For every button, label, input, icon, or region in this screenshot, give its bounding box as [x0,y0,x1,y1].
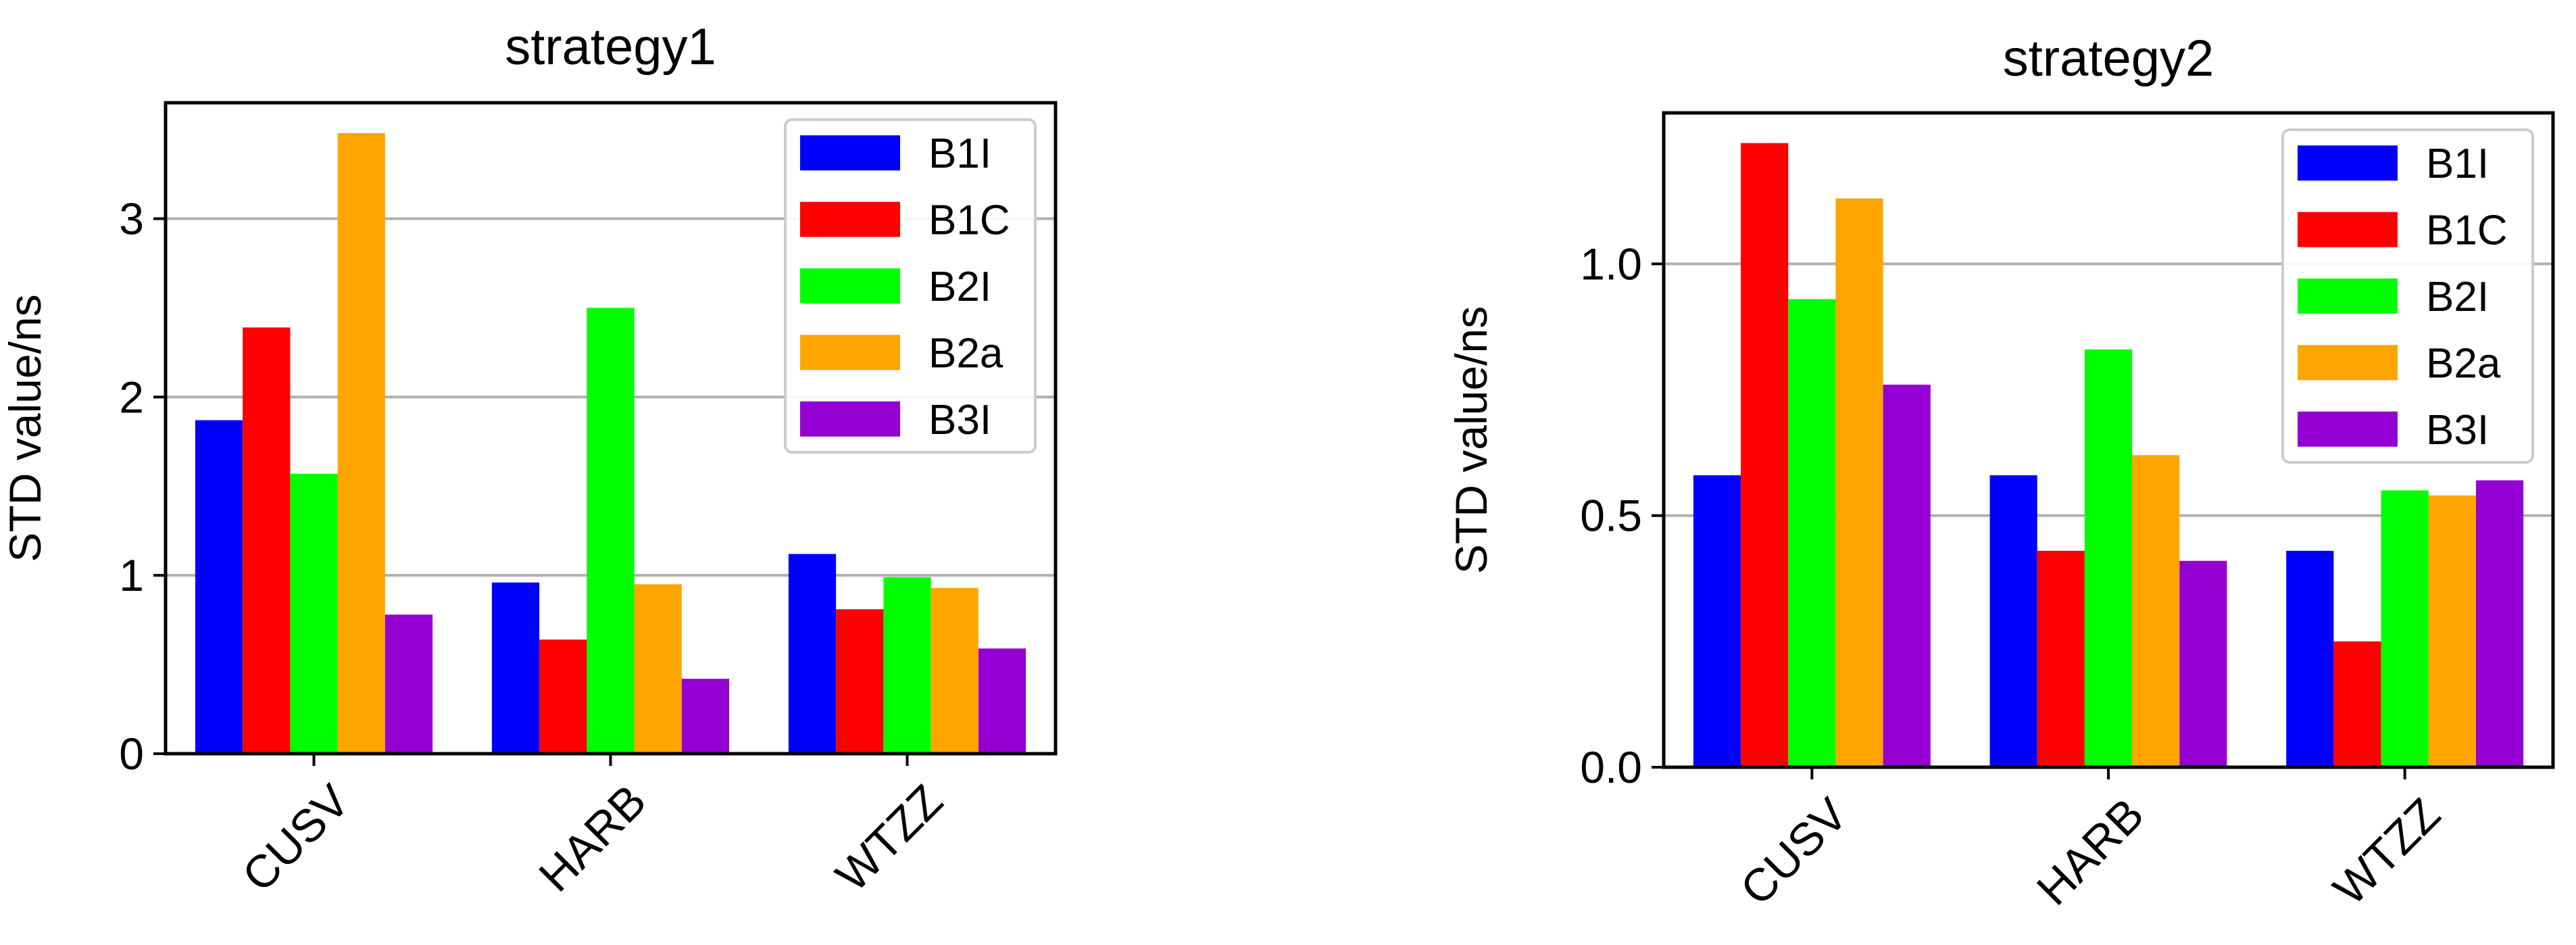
bar-B2a-CUSV [1835,198,1883,768]
bar-B1C-HARB [539,639,587,754]
bar-B3I-WTZZ [978,648,1026,754]
chart-strategy2: 0.00.51.0 CUSV HARB WTZZ strategy2 STD val… [1446,30,2555,915]
bar-B1I-CUSV [195,420,243,754]
legend-swatch-B3I [2298,411,2398,447]
y-axis: 0 1 2 3 [119,193,166,779]
legend-swatch-B2I [800,268,900,304]
legend-label-B3I: B3I [928,397,991,443]
bar-B1I-HARB [491,582,540,754]
bar-B3I-WTZZ [2475,480,2524,767]
bar-B3I-CUSV [1883,385,1931,767]
legend-label-B3I: B3I [2426,407,2489,454]
bar-B2I-CUSV [290,473,338,754]
legend-swatch-B1I [2298,145,2398,181]
bar-B2a-WTZZ [2428,495,2476,767]
y-tick-label: 1.0 [1580,239,1642,289]
chart-title: strategy2 [2003,30,2214,87]
legend-swatch-B2a [2298,345,2398,381]
legend-swatch-B1C [800,201,900,237]
y-axis-label: STD value/ns [1446,306,1496,574]
bars [195,132,1026,754]
bar-B3I-HARB [681,679,730,754]
chart-title: strategy1 [505,18,716,76]
bar-B3I-HARB [2179,560,2227,767]
legend-label-B1I: B1I [928,130,991,177]
legend-label-B1C: B1C [2426,208,2508,254]
legend: B1I B1C B2I B2a B3I [784,118,1037,454]
legend-label-B1C: B1C [928,197,1010,244]
legend-swatch-B1I [800,135,900,171]
legend-label-B2I: B2I [928,264,991,310]
legend-swatch-B2a [800,335,900,370]
y-axis-label: STD value/ns [0,294,50,562]
legend-label-B1I: B1I [2426,141,2489,187]
bar-B3I-CUSV [385,614,433,754]
legend: B1I B1C B2I B2a B3I [2281,128,2534,464]
bar-B2a-HARB [2132,455,2180,767]
y-tick-label: 1 [119,550,144,600]
bars [1693,143,2524,768]
bar-B2a-WTZZ [931,587,979,754]
y-tick-label: 3 [119,193,144,243]
y-tick-label: 2 [119,372,144,422]
bar-B1I-WTZZ [2286,550,2334,767]
legend-swatch-B3I [800,401,900,437]
bar-B1I-WTZZ [788,554,837,754]
bar-B2I-HARB [2084,349,2133,767]
bar-B1C-WTZZ [2333,641,2381,767]
y-axis: 0.0 0.5 1.0 [1580,239,1664,792]
bar-B1C-CUSV [1741,143,1789,767]
bar-B2a-HARB [634,584,682,754]
y-tick-label: 0.5 [1580,491,1642,541]
bar-B2I-WTZZ [2381,490,2429,767]
bar-B1C-HARB [2037,550,2085,767]
bar-B2I-WTZZ [883,577,931,754]
bar-B1C-WTZZ [836,609,884,754]
legend-label-B2a: B2a [928,330,1004,377]
y-tick-label: 0 [119,729,144,779]
bar-B1I-HARB [1989,475,2037,767]
legend-label-B2I: B2I [2426,274,2489,320]
bar-B1C-CUSV [243,327,291,754]
y-tick-label: 0.0 [1580,742,1642,792]
legend-swatch-B2I [2298,278,2398,314]
bar-B2a-CUSV [337,132,385,754]
bar-B2I-HARB [587,308,635,754]
bar-B1I-CUSV [1693,475,1741,767]
bar-B2I-CUSV [1788,299,1836,767]
legend-label-B2a: B2a [2426,340,2501,387]
legend-swatch-B1C [2298,212,2398,247]
